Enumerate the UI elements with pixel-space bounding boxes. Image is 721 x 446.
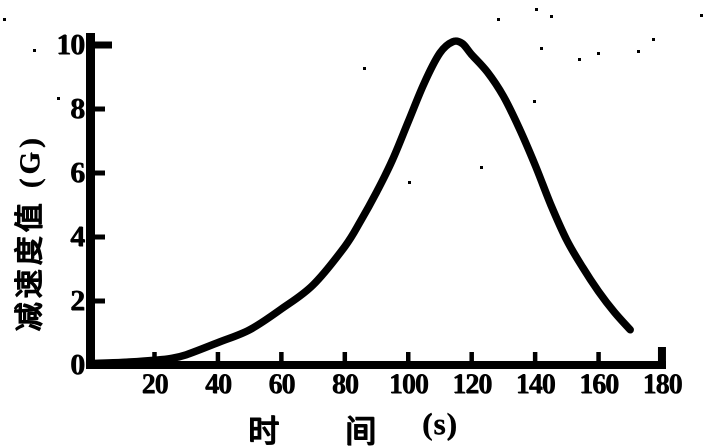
y-tick-mark bbox=[94, 41, 112, 49]
scan-speck bbox=[480, 166, 483, 169]
scan-speck bbox=[3, 18, 6, 21]
scan-speck bbox=[700, 14, 703, 17]
x-axis-title-word-time2: 间 bbox=[345, 414, 376, 446]
scan-speck bbox=[363, 67, 366, 70]
y-tick-mark bbox=[94, 298, 105, 304]
x-tick-mark bbox=[532, 352, 538, 361]
x-tick-mark bbox=[279, 352, 284, 361]
x-tick-label: 140 bbox=[515, 369, 556, 400]
scan-speck bbox=[597, 52, 600, 55]
y-axis-line bbox=[86, 33, 95, 368]
y-tick-label: 6 bbox=[70, 156, 85, 189]
scan-speck bbox=[550, 15, 553, 18]
deceleration-curve bbox=[87, 37, 634, 368]
x-tick-mark bbox=[596, 352, 601, 361]
y-tick-mark bbox=[94, 234, 105, 240]
scan-speck bbox=[497, 18, 500, 21]
scan-speck bbox=[408, 181, 411, 184]
scan-speck bbox=[652, 38, 655, 41]
x-tick-label: 40 bbox=[204, 369, 232, 400]
scan-speck bbox=[533, 100, 536, 103]
x-tick-label: 60 bbox=[268, 369, 295, 400]
x-tick-label: 180 bbox=[642, 369, 682, 400]
x-tick-label: 20 bbox=[141, 369, 168, 400]
y-axis-title: 减速度值 (G) bbox=[14, 134, 46, 332]
y-tick-label: 4 bbox=[70, 220, 85, 253]
x-tick-mark-end bbox=[657, 347, 666, 361]
x-tick-mark bbox=[406, 352, 411, 361]
y-tick-mark bbox=[94, 106, 105, 112]
scan-speck bbox=[57, 97, 60, 100]
x-tick-label: 120 bbox=[452, 369, 492, 400]
scan-speck bbox=[33, 49, 36, 52]
x-axis-title: 时 间 (s) bbox=[248, 406, 458, 446]
scan-speck bbox=[578, 58, 581, 61]
scan-speck bbox=[637, 50, 640, 53]
axes bbox=[86, 33, 666, 369]
y-tick-label: 0 bbox=[70, 348, 85, 381]
axis-ticks bbox=[94, 41, 666, 361]
y-tick-label: 10 bbox=[56, 28, 85, 61]
x-tick-mark bbox=[469, 352, 474, 361]
y-tick-label: 8 bbox=[70, 92, 85, 125]
scan-speck bbox=[535, 8, 538, 11]
x-axis-title-unit: (s) bbox=[422, 406, 458, 441]
x-tick-label: 160 bbox=[579, 369, 619, 400]
x-tick-label: 80 bbox=[331, 369, 359, 400]
scan-speck bbox=[540, 47, 543, 50]
x-axis-line bbox=[86, 361, 666, 369]
y-tick-mark bbox=[94, 170, 105, 176]
x-tick-label: 100 bbox=[388, 369, 429, 400]
y-tick-label: 2 bbox=[70, 284, 85, 317]
x-axis-title-word-time1: 时 bbox=[248, 414, 279, 446]
x-tick-mark bbox=[342, 352, 348, 361]
x-tick-mark bbox=[215, 352, 221, 361]
